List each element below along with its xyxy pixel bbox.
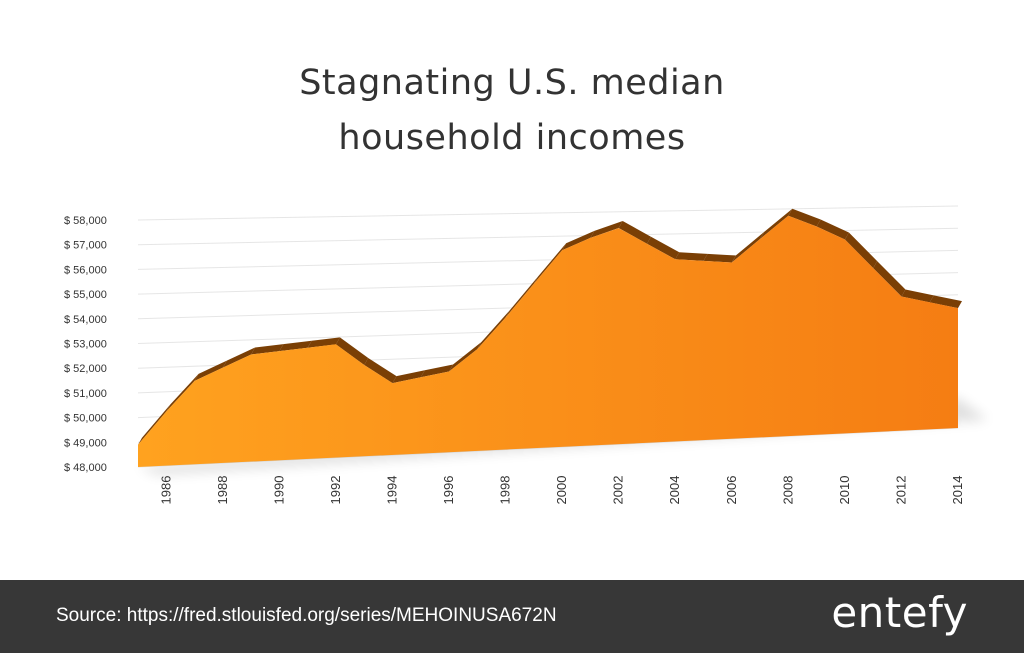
y-tick-label: $ 49,000 bbox=[64, 437, 107, 449]
area-edge-segment bbox=[392, 370, 425, 384]
area-edge-segment bbox=[307, 337, 340, 348]
x-tick-label: 2000 bbox=[554, 476, 569, 505]
y-tick-label: $ 53,000 bbox=[64, 339, 107, 351]
area-edge-segment bbox=[505, 276, 538, 318]
area-series bbox=[138, 208, 962, 467]
y-tick-label: $ 58,000 bbox=[64, 215, 107, 227]
area-edge-segment bbox=[420, 364, 454, 378]
y-tick-label: $ 57,000 bbox=[64, 240, 107, 252]
area-edge-segment bbox=[590, 221, 623, 238]
area-edge-segment bbox=[788, 208, 821, 227]
x-tick-label: 1990 bbox=[271, 476, 286, 505]
y-tick-label: $ 51,000 bbox=[64, 388, 107, 400]
chart-title: Stagnating U.S. median household incomes bbox=[0, 56, 1024, 166]
y-tick-label: $ 56,000 bbox=[64, 264, 107, 276]
chart-title-line-2: household incomes bbox=[338, 118, 686, 158]
x-tick-label: 2006 bbox=[724, 476, 739, 505]
x-tick-label: 2010 bbox=[837, 476, 852, 505]
x-tick-label: 1998 bbox=[498, 476, 513, 505]
area-edge-segment bbox=[929, 295, 962, 309]
x-tick-label: 2012 bbox=[893, 476, 908, 505]
area-edge-segment bbox=[279, 340, 312, 352]
area-edge-segment bbox=[731, 232, 765, 263]
area-edge-segment bbox=[449, 342, 482, 372]
x-tick-label: 1992 bbox=[328, 476, 343, 505]
area-edge-segment bbox=[477, 310, 510, 350]
source-text: Source: https://fred.stlouisfed.org/seri… bbox=[56, 605, 557, 626]
grid-line bbox=[137, 205, 959, 221]
area-edge-segment bbox=[675, 252, 708, 261]
x-tick-label: 2014 bbox=[950, 476, 965, 505]
area-edge-segment bbox=[335, 337, 369, 366]
area-edge-segment bbox=[222, 347, 256, 368]
x-tick-label: 2002 bbox=[611, 476, 626, 505]
area-edge-segment bbox=[618, 221, 651, 244]
area-edge-segment bbox=[138, 404, 171, 445]
area-fill bbox=[138, 215, 958, 467]
area-edge-segment bbox=[533, 243, 567, 284]
area-chart: $ 48,000 $ 49,000 $ 50,000 $ 51,000 $ 52,000… bbox=[64, 205, 988, 505]
x-tick-label: 1996 bbox=[441, 476, 456, 505]
area-edge-segment bbox=[364, 358, 397, 384]
x-tick-label: 2008 bbox=[780, 476, 795, 505]
area-edge-segment bbox=[646, 236, 680, 260]
area-edge-segment bbox=[816, 219, 849, 240]
area-edge-segment bbox=[251, 344, 284, 355]
x-tick-label: 1994 bbox=[384, 476, 399, 505]
y-tick-label: $ 48,000 bbox=[64, 462, 107, 474]
footer-bar: Source: https://fred.stlouisfed.org/seri… bbox=[0, 580, 1024, 653]
chart-title-line-1: Stagnating U.S. median bbox=[299, 63, 725, 103]
entefy-logo: entefy bbox=[831, 588, 968, 637]
area-edge-segment bbox=[844, 232, 878, 269]
x-axis-ticks: 1986 1988 1990 1992 1994 1996 1998 2000 2002 2004… bbox=[158, 476, 965, 505]
area-edge-segment bbox=[760, 208, 793, 240]
y-tick-label: $ 54,000 bbox=[64, 314, 107, 326]
area-edge-segment bbox=[194, 360, 227, 381]
x-tick-label: 1988 bbox=[215, 476, 230, 505]
y-tick-label: $ 52,000 bbox=[64, 363, 107, 375]
x-tick-label: 1986 bbox=[158, 476, 173, 505]
y-axis-ticks: $ 48,000 $ 49,000 $ 50,000 $ 51,000 $ 52,000… bbox=[64, 215, 107, 474]
area-edge-segment bbox=[562, 230, 595, 251]
x-tick-label: 2004 bbox=[667, 476, 682, 505]
area-edge-segment bbox=[703, 253, 736, 263]
area-edge-segment bbox=[873, 261, 906, 297]
area-edge-segment bbox=[901, 289, 934, 303]
y-tick-label: $ 50,000 bbox=[64, 413, 107, 425]
y-tick-label: $ 55,000 bbox=[64, 289, 107, 301]
area-edge-segment bbox=[166, 373, 199, 412]
